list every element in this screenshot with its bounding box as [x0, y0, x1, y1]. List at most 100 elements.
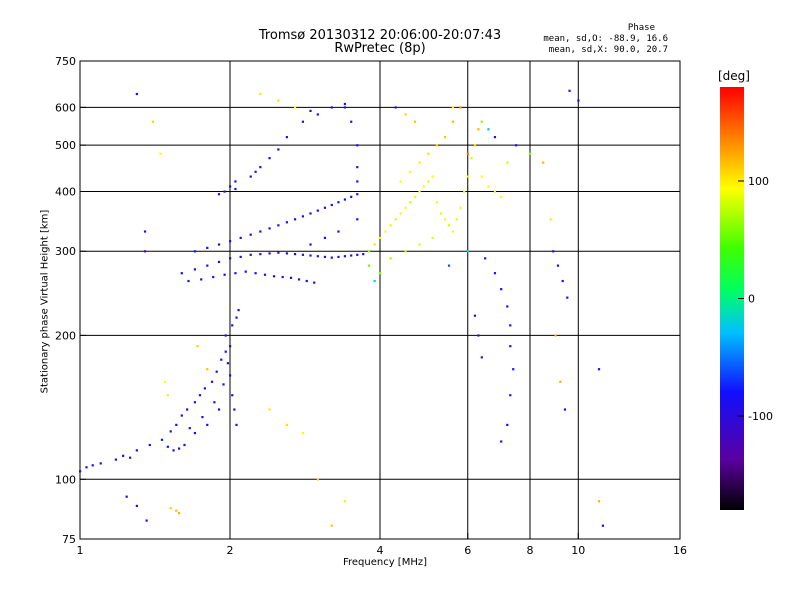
data-point: [466, 250, 469, 253]
data-point: [330, 256, 333, 259]
data-point: [455, 218, 458, 221]
data-point: [114, 458, 118, 461]
data-point: [373, 279, 376, 283]
data-point: [418, 190, 421, 193]
data-point: [509, 345, 512, 348]
data-point: [285, 423, 288, 427]
data-point: [323, 255, 327, 259]
data-point: [229, 185, 232, 188]
data-point: [313, 281, 316, 284]
data-point: [356, 166, 359, 169]
data-point: [500, 288, 503, 291]
data-point: [350, 120, 353, 123]
data-point: [166, 394, 169, 397]
data-point: [431, 236, 434, 240]
data-point: [254, 170, 257, 173]
data-point: [506, 161, 509, 164]
data-point: [500, 440, 503, 443]
data-point: [305, 279, 308, 283]
data-point: [301, 253, 305, 256]
data-point: [512, 368, 515, 371]
data-point: [439, 212, 443, 215]
data-point: [235, 423, 238, 427]
data-point: [259, 166, 262, 169]
data-point: [223, 190, 226, 193]
data-point: [443, 218, 447, 221]
data-point: [566, 296, 569, 299]
data-point: [447, 264, 451, 267]
data-point: [301, 215, 305, 218]
data-point: [509, 394, 512, 397]
x-tick-label: 8: [527, 544, 534, 557]
data-point: [231, 324, 234, 327]
data-point: [337, 255, 340, 259]
data-point: [330, 524, 333, 527]
chart-title: Tromsø 20130312 20:06:00-20:07:43: [258, 28, 502, 43]
data-point: [362, 253, 365, 256]
y-tick-label: 750: [55, 55, 76, 68]
data-point: [201, 415, 204, 419]
data-point: [330, 106, 333, 109]
data-point: [229, 374, 232, 377]
data-point: [135, 504, 138, 508]
data-point: [135, 92, 138, 96]
data-point: [316, 255, 319, 258]
data-point: [559, 380, 562, 383]
data-point: [163, 380, 167, 383]
data-point: [487, 128, 490, 131]
data-point: [480, 356, 483, 359]
data-point: [148, 443, 151, 447]
x-axis-label: Frequency [MHz]: [342, 557, 428, 568]
data-point: [356, 253, 359, 256]
data-point: [394, 106, 397, 109]
data-point: [277, 99, 280, 102]
data-point: [277, 224, 280, 227]
data-point: [223, 273, 226, 276]
data-point: [206, 368, 209, 371]
data-point: [85, 466, 88, 469]
data-point: [356, 193, 359, 196]
data-point: [169, 430, 172, 433]
data-point: [226, 362, 230, 365]
data-point: [229, 240, 232, 243]
data-point: [480, 175, 483, 178]
data-point: [367, 250, 371, 253]
x-tick-label: 16: [673, 544, 687, 557]
data-point: [160, 438, 164, 441]
y-axis-ticks: 75 100 200 300 400 500 600 750: [55, 55, 86, 546]
data-point: [272, 275, 276, 278]
phase-stats-x: mean, sd,X: 90.0, 20.7: [548, 45, 668, 55]
data-point: [323, 236, 327, 240]
y-axis-label: Stationary phase Virtual Height [km]: [39, 209, 51, 394]
data-point: [309, 212, 312, 215]
data-point: [206, 246, 209, 249]
data-point: [427, 180, 430, 183]
data-point: [239, 255, 242, 259]
data-point: [129, 456, 132, 459]
data-point: [166, 445, 169, 448]
data-point: [222, 383, 225, 386]
data-point: [309, 254, 312, 257]
data-point: [427, 152, 430, 155]
data-point: [404, 113, 407, 116]
data-point: [466, 152, 469, 155]
data-point: [473, 144, 477, 147]
data-point: [470, 157, 473, 160]
data-point: [379, 272, 382, 275]
data-point: [484, 257, 487, 260]
y-tick-label: 100: [55, 473, 76, 486]
x-tick-label: 6: [464, 544, 471, 557]
data-point: [529, 152, 532, 155]
data-point: [254, 272, 257, 275]
data-point: [542, 161, 545, 164]
data-point: [234, 272, 237, 275]
data-point: [177, 512, 181, 515]
data-point: [451, 230, 455, 233]
data-point: [435, 144, 438, 147]
data-point: [367, 264, 371, 267]
data-point: [473, 314, 477, 317]
data-point: [231, 394, 234, 397]
data-point: [198, 394, 202, 397]
colorbar-tick-label: -100: [748, 410, 773, 423]
